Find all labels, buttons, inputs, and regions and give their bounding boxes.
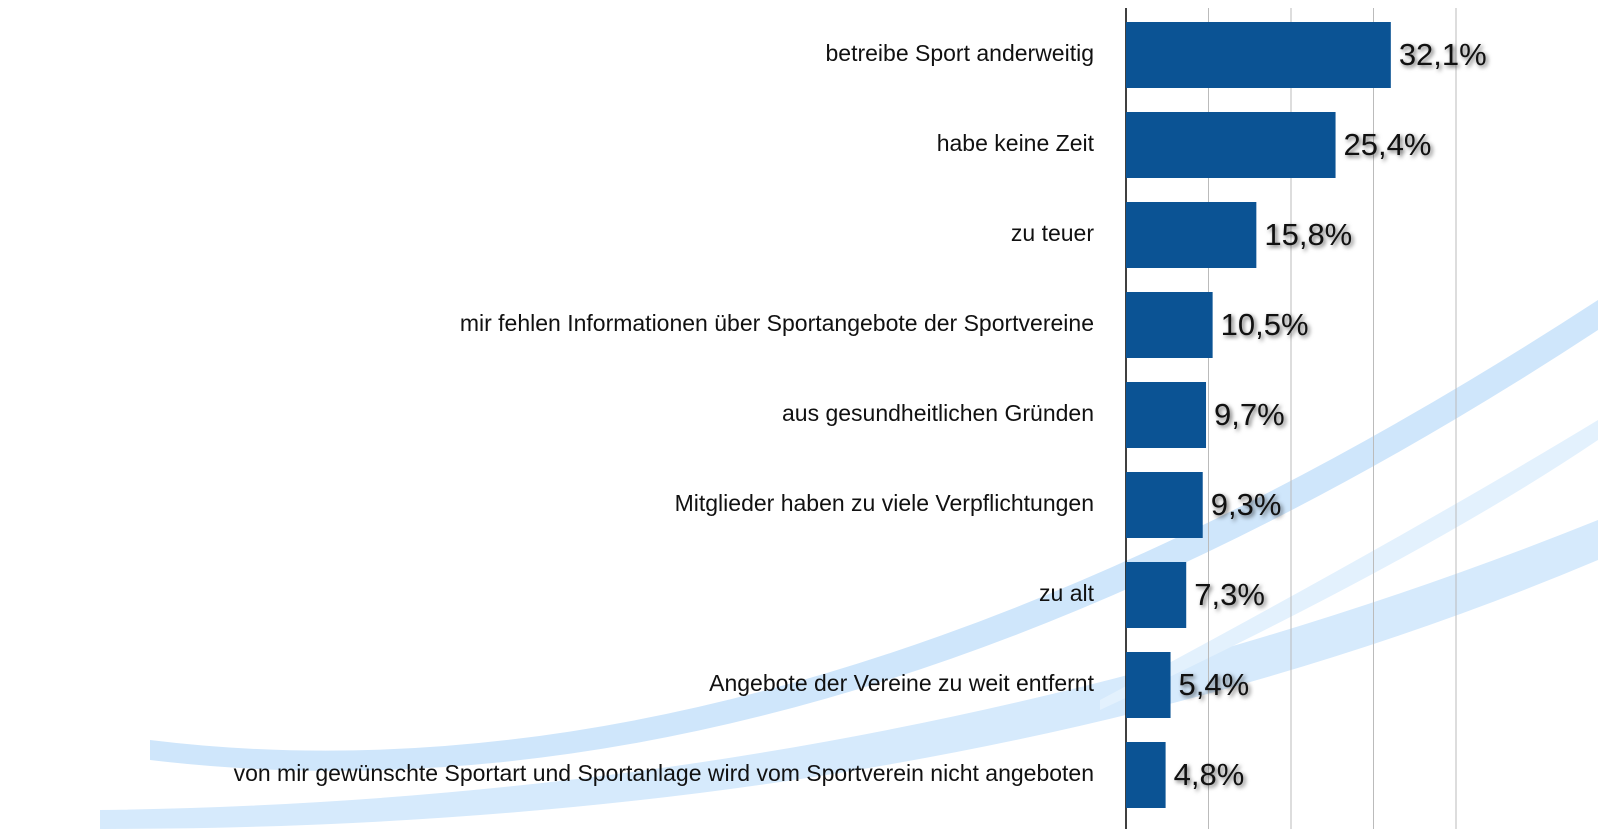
y-tick-label: zu teuer — [1011, 220, 1094, 246]
y-tick-label: Mitglieder haben zu viele Verpflichtunge… — [675, 490, 1094, 516]
bar — [1126, 742, 1166, 808]
bar — [1126, 112, 1336, 178]
bar — [1126, 562, 1186, 628]
bar — [1126, 472, 1203, 538]
bar — [1126, 382, 1206, 448]
bar — [1126, 652, 1171, 718]
bar — [1126, 202, 1256, 268]
y-tick-label: von mir gewünschte Sportart und Sportanl… — [234, 760, 1094, 786]
y-tick-label: habe keine Zeit — [937, 130, 1095, 156]
value-label: 9,7% — [1214, 397, 1285, 432]
value-label: 10,5% — [1221, 307, 1309, 342]
value-label: 25,4% — [1344, 127, 1432, 162]
y-tick-label: Angebote der Vereine zu weit entfernt — [709, 670, 1094, 696]
value-label: 5,4% — [1179, 667, 1250, 702]
bar — [1126, 292, 1213, 358]
bar — [1126, 22, 1391, 88]
y-tick-label: mir fehlen Informationen über Sportangeb… — [460, 310, 1094, 336]
value-label: 7,3% — [1194, 577, 1265, 612]
value-label: 32,1% — [1399, 37, 1487, 72]
y-tick-label: aus gesundheitlichen Gründen — [782, 400, 1094, 426]
y-tick-label: zu alt — [1039, 580, 1095, 606]
page: betreibe Sport anderweitig 32,1% habe kein… — [0, 0, 1598, 829]
value-label: 4,8% — [1174, 757, 1245, 792]
y-tick-label: betreibe Sport anderweitig — [826, 40, 1095, 66]
value-label: 15,8% — [1264, 217, 1352, 252]
chart: betreibe Sport anderweitig 32,1% habe kein… — [0, 0, 1598, 829]
value-label: 9,3% — [1211, 487, 1282, 522]
